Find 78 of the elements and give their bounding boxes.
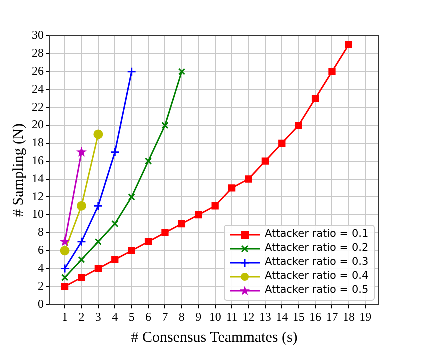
x-tick-label: 14 <box>276 310 288 324</box>
x-tick-label: 6 <box>146 310 152 324</box>
x-tick-label: 17 <box>326 310 338 324</box>
point <box>76 201 86 211</box>
x-tick-label: 15 <box>292 310 305 324</box>
y-tick-label: 18 <box>32 136 44 150</box>
y-tick-label: 24 <box>32 82 44 96</box>
y-axis-title: # Sampling (N) <box>10 124 27 217</box>
y-tick-label: 10 <box>32 207 44 222</box>
point <box>178 68 186 76</box>
point <box>61 283 69 290</box>
point <box>228 184 236 192</box>
y-tick-label: 4 <box>38 260 44 275</box>
y-tick-label: 16 <box>32 154 44 168</box>
x-tick-label: 4 <box>112 310 118 324</box>
point <box>128 194 136 201</box>
x-tick-label: 18 <box>342 310 355 324</box>
legend-label: Attacker ratio = 0.2 <box>265 242 369 256</box>
x-tick-label: 5 <box>128 310 135 324</box>
point <box>195 211 202 219</box>
point <box>76 146 87 157</box>
x-tick-label: 11 <box>226 310 238 324</box>
point <box>94 201 104 211</box>
point <box>312 95 320 102</box>
x-tick-label: 16 <box>310 310 322 324</box>
x-tick-label: 2 <box>78 310 85 324</box>
x-tick-label: 13 <box>259 310 272 324</box>
x-tick-label: 8 <box>178 310 185 324</box>
point <box>60 264 70 274</box>
y-tick-label: 2 <box>38 278 44 293</box>
point <box>94 265 102 272</box>
point <box>110 148 120 158</box>
point <box>112 256 119 264</box>
y-tick-label: 12 <box>32 189 44 204</box>
x-tick-label: 19 <box>360 310 372 324</box>
legend-label: Attacker ratio = 0.3 <box>265 256 369 270</box>
point <box>295 122 302 130</box>
point <box>162 122 169 130</box>
y-tick-label: 0 <box>38 296 44 311</box>
legend-label: Attacker ratio = 0.4 <box>265 270 369 284</box>
point <box>245 176 252 183</box>
point <box>78 274 86 282</box>
x-tick-label: 9 <box>196 310 202 324</box>
y-tick-label: 6 <box>38 243 44 258</box>
point <box>212 202 219 210</box>
point <box>60 236 70 246</box>
point <box>94 130 104 140</box>
x-tick-label: 12 <box>242 310 255 324</box>
point <box>162 229 169 237</box>
legend-label: Attacker ratio = 0.5 <box>265 284 369 298</box>
y-tick-label: 22 <box>32 100 44 114</box>
point <box>278 140 286 148</box>
y-tick-label: 20 <box>32 118 44 132</box>
y-tick-label: 8 <box>38 225 44 240</box>
legend-label: Attacker ratio = 0.1 <box>265 228 369 242</box>
x-tick-label: 1 <box>62 310 68 324</box>
y-tick-label: 28 <box>32 46 44 60</box>
point <box>262 158 270 165</box>
point <box>61 274 69 282</box>
point <box>144 158 152 165</box>
point <box>94 238 102 246</box>
point <box>78 256 86 264</box>
point <box>112 220 119 228</box>
point <box>328 68 336 76</box>
point <box>178 220 186 228</box>
x-axis-title: # Consensus Teammates (s) <box>131 330 298 346</box>
point <box>144 238 152 246</box>
y-tick-label: 30 <box>32 28 44 42</box>
point <box>345 41 353 49</box>
x-tick-label: 3 <box>95 310 102 324</box>
point <box>128 247 136 254</box>
point <box>76 237 86 247</box>
x-tick-label: 10 <box>209 310 222 324</box>
y-tick-label: 26 <box>32 64 44 78</box>
x-tick-label: 7 <box>162 310 168 324</box>
point <box>127 67 137 77</box>
point <box>60 246 70 256</box>
y-tick-label: 14 <box>32 171 44 186</box>
